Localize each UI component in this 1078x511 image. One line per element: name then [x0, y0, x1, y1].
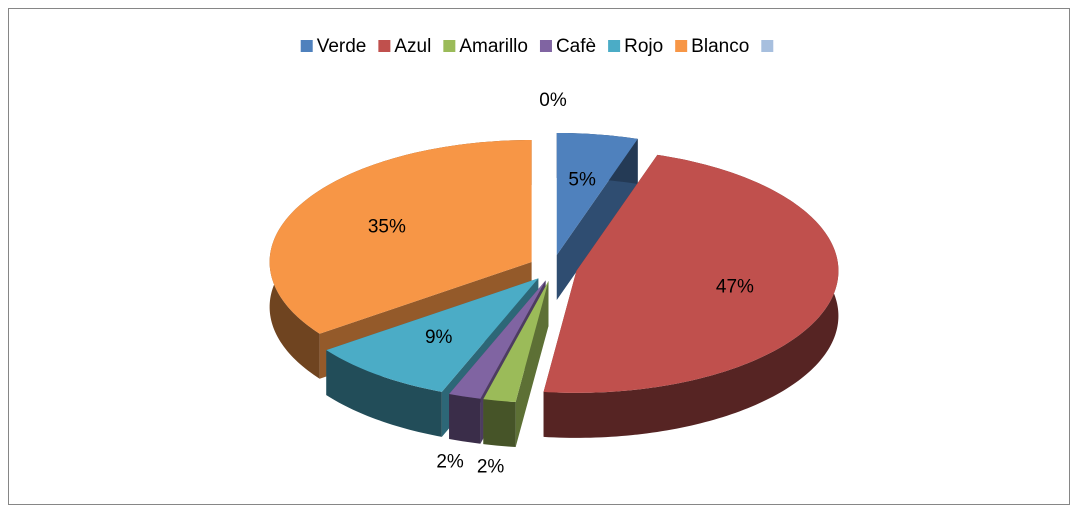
slice-side [326, 350, 442, 437]
slice [449, 280, 546, 399]
legend-label: Blanco [691, 36, 749, 57]
slice [326, 278, 539, 392]
data-label: 0% [539, 90, 567, 111]
legend-swatch [300, 40, 313, 52]
data-label: 2% [477, 456, 505, 477]
legend-label: Cafè [556, 36, 596, 57]
chart-frame [8, 8, 1070, 505]
legend-swatch [443, 40, 456, 52]
slice [543, 154, 839, 393]
legend-label: Verde [317, 36, 367, 57]
legend-swatch [378, 40, 391, 52]
legend-label: Amarillo [459, 36, 528, 57]
legend-swatch [761, 40, 774, 52]
slice-side [449, 393, 481, 444]
slice [483, 280, 549, 403]
slice [556, 132, 638, 300]
legend: Verde Azul Amarillo Cafè Rojo Blanco [300, 36, 774, 57]
legend-label: Azul [394, 36, 431, 57]
slice [543, 154, 839, 438]
data-label: 47% [716, 276, 754, 297]
data-label: 35% [368, 217, 406, 238]
slice [483, 280, 549, 448]
slice [269, 140, 532, 334]
slice [556, 132, 638, 255]
legend-swatch [675, 40, 688, 52]
legend-label: Rojo [624, 36, 663, 57]
slice-side [483, 399, 516, 448]
data-label: 9% [425, 327, 453, 348]
data-label: 5% [568, 169, 596, 190]
data-label: 2% [436, 451, 464, 472]
legend-swatch [539, 40, 552, 52]
legend-swatch [608, 40, 621, 52]
